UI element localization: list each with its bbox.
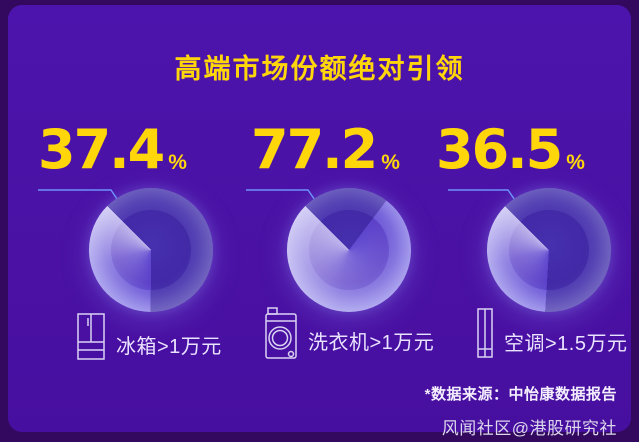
pie-orb-ac xyxy=(487,188,611,312)
pie-slice xyxy=(89,188,213,312)
percent-sign: % xyxy=(381,151,400,174)
data-source-footnote: *数据来源：中怡康数据报告 xyxy=(424,386,617,403)
category-label-text: 洗衣机>1万元 xyxy=(308,332,435,354)
pie-orb-washer xyxy=(287,188,411,312)
stat-number: 36.5 xyxy=(436,118,563,181)
stat-value-fridge: 37.4 % xyxy=(38,123,187,177)
pie-slice xyxy=(287,188,411,312)
stat-value-washer: 77.2 % xyxy=(251,123,400,177)
watermark-credit: 风闻社区@港股研究社 xyxy=(441,419,617,438)
percent-sign: % xyxy=(566,151,585,174)
pie-orb-fridge xyxy=(89,188,213,312)
category-label-ac: 空调>1.5万元 xyxy=(476,308,627,360)
washer-icon xyxy=(265,307,297,359)
fridge-icon xyxy=(77,313,105,360)
pie-slice xyxy=(487,188,611,312)
stat-value-ac: 36.5 % xyxy=(436,123,585,177)
stat-number: 37.4 xyxy=(38,118,165,181)
category-label-washer: 洗衣机>1万元 xyxy=(264,307,434,360)
chart-title: 高端市场份额绝对引领 xyxy=(174,54,465,84)
category-label-text: 冰箱>1万元 xyxy=(116,335,222,358)
stat-number: 77.2 xyxy=(251,118,378,181)
infographic-card: 高端市场份额绝对引领 37.4 % 77.2 % 36.5 % xyxy=(8,5,631,438)
percent-sign: % xyxy=(168,151,187,174)
category-label-text: 空调>1.5万元 xyxy=(504,332,628,355)
category-label-fridge: 冰箱>1万元 xyxy=(76,313,222,361)
air-conditioner-icon xyxy=(477,308,493,358)
